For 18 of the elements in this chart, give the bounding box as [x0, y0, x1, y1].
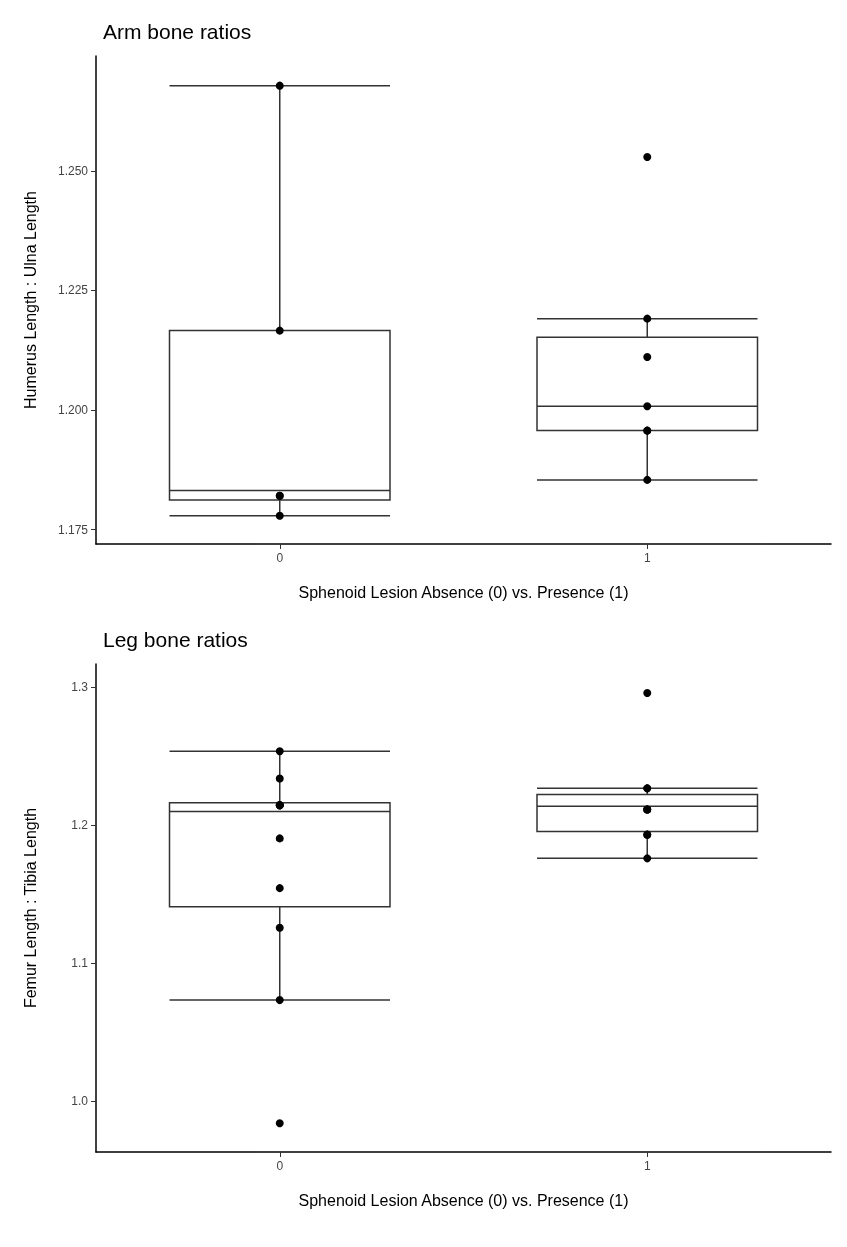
x-tick-label: 0	[276, 1159, 284, 1173]
x-tick-label: 1	[643, 1159, 651, 1173]
x-tick-label: 0	[276, 551, 284, 565]
y-tick-label: 1.175	[57, 522, 89, 537]
x-tick-label: 1	[643, 551, 651, 565]
y-tick-label: 1.2	[71, 818, 89, 833]
y-tick-label: 1.0	[71, 1093, 89, 1108]
y-tick-label: 1.250	[57, 163, 89, 178]
chart-title: Leg bone ratios	[103, 628, 248, 651]
y-axis-title: Humerus Length : Ulna Length	[21, 191, 39, 409]
y-tick-label: 1.200	[57, 403, 89, 418]
y-tick-label: 1.1	[71, 956, 89, 971]
y-tick-label: 1.225	[57, 283, 89, 298]
x-axis-title: Sphenoid Lesion Absence (0) vs. Presence (1)	[298, 1191, 629, 1209]
x-axis-title: Sphenoid Lesion Absence (0) vs. Presence (1)	[298, 583, 629, 601]
y-axis-title: Femur Length : Tibia Length	[21, 807, 39, 1009]
chart-title: Arm bone ratios	[103, 20, 252, 43]
y-tick-label: 1.3	[71, 680, 89, 695]
